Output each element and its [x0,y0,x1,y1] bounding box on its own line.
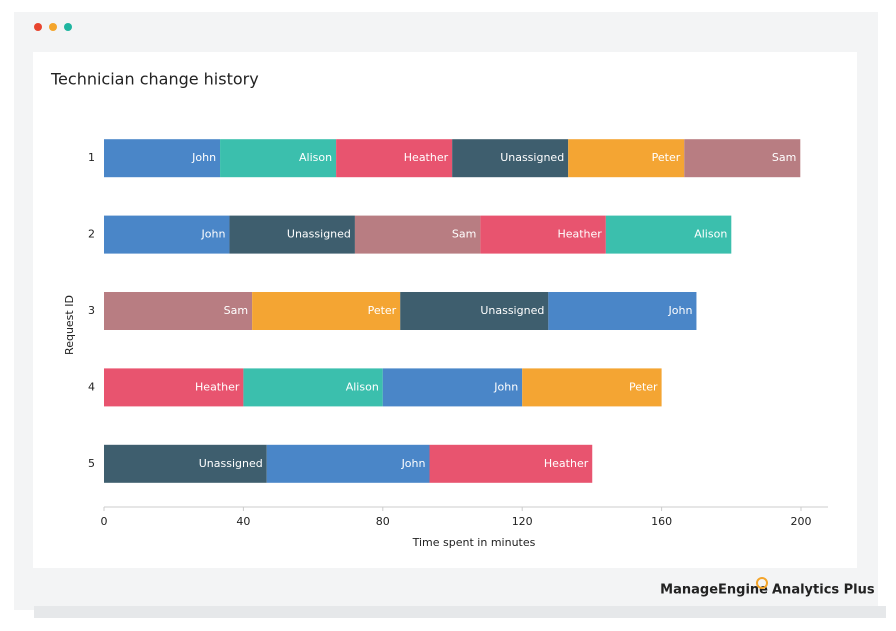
segment-label: Unassigned [500,151,564,164]
y-tick-label: 2 [88,228,95,241]
segment-label: Peter [368,304,397,317]
segment-label: Heather [544,457,589,470]
brand-name: ManageEngine [660,583,768,598]
bar-segment [104,215,230,254]
segment-label: John [191,151,216,164]
y-tick-label: 3 [88,304,95,317]
bar-segment [382,368,523,407]
segment-label: Unassigned [480,304,544,317]
bar-segment [243,368,383,407]
bar-segment [104,292,253,330]
segment-label: John [493,380,518,393]
segment-label: John [201,228,226,241]
segment-label: Alison [299,151,332,164]
bar-segment [452,139,569,178]
chart-title: Technician change history [50,70,259,89]
bar-segment [429,444,593,483]
segment-label: Alison [346,380,379,393]
segment-label: Sam [224,304,248,317]
bar-segment [266,444,430,483]
x-tick-label: 160 [651,515,672,528]
bar-segment [605,215,732,254]
y-axis-label: Request ID [63,295,76,355]
window-dot [64,23,72,31]
segment-label: Alison [694,228,727,241]
brand-product: Analytics Plus [772,583,875,598]
segment-label: Heather [557,228,602,241]
segment-label: Heather [404,151,449,164]
bar-segment [104,444,267,483]
bar-segment [354,215,481,254]
segment-label: John [668,304,693,317]
segment-label: Sam [452,228,476,241]
brand-icon [756,577,768,589]
window-shadow [34,606,886,618]
bar-segment [104,139,221,178]
bar-segment [480,215,606,254]
x-tick-label: 120 [512,515,533,528]
x-tick-label: 0 [101,515,108,528]
segment-label: Unassigned [199,457,263,470]
bar-segment [548,292,697,330]
x-axis-label: Time spent in minutes [412,536,536,549]
segment-label: Heather [195,380,240,393]
y-tick-label: 4 [88,380,95,393]
segment-label: Sam [772,151,796,164]
window-dot [34,23,42,31]
y-tick-label: 1 [88,151,95,164]
segment-label: John [401,457,426,470]
y-tick-label: 5 [88,457,95,470]
segment-label: Peter [652,151,681,164]
segment-label: Unassigned [287,228,351,241]
x-tick-label: 200 [791,515,812,528]
bar-segment [522,368,662,407]
bar-segment [229,215,355,254]
bar-segment [336,139,453,178]
bar-segment [568,139,685,178]
bar-segment [220,139,337,178]
segment-label: Peter [629,380,658,393]
x-tick-label: 80 [376,515,390,528]
x-tick-label: 40 [236,515,250,528]
bar-segment [104,368,244,407]
bar-segment [400,292,549,330]
window-dot [49,23,57,31]
bar-segment [252,292,401,330]
bar-segment [684,139,801,178]
